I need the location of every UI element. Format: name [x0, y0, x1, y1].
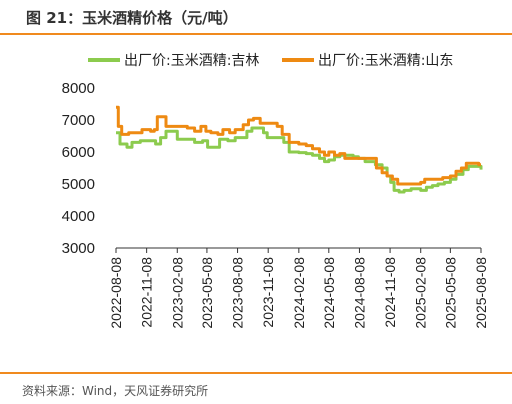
- y-tick-label: 5000: [62, 176, 95, 193]
- source-note: 资料来源：Wind，天风证券研究所: [22, 384, 209, 398]
- line-chart: 出厂价:玉米酒精:吉林 出厂价:玉米酒精:山东 3000 4000 5000 6000 7…: [62, 53, 489, 329]
- title-bar: 图 21：玉米酒精价格（元/吨）: [0, 0, 512, 32]
- x-tick-label: 2023-11-08: [260, 257, 276, 328]
- legend-label: 出厂价:玉米酒精:山东: [318, 53, 453, 69]
- x-tick-label: 2024-11-08: [382, 257, 398, 328]
- x-tick-label: 2023-05-08: [199, 257, 215, 329]
- x-tick-label: 2025-05-08: [442, 257, 458, 329]
- x-tick-label: 2022-08-08: [108, 257, 124, 329]
- x-tick-label: 2022-11-08: [139, 257, 155, 328]
- x-tick-label: 2023-08-08: [230, 257, 246, 329]
- x-tick-label: 2025-02-08: [413, 257, 429, 329]
- y-tick-label: 6000: [62, 144, 95, 161]
- bottom-rule: [0, 372, 512, 374]
- y-tick-label: 8000: [62, 80, 95, 97]
- x-tick-label: 2024-08-08: [351, 257, 367, 329]
- legend-label: 出厂价:玉米酒精:吉林: [124, 53, 259, 69]
- plot-lines: [116, 105, 483, 194]
- y-tick-label: 3000: [62, 240, 95, 257]
- x-tick-label: 2024-02-08: [291, 257, 307, 329]
- x-tick-label: 2024-05-08: [321, 257, 337, 329]
- y-axis: 3000 4000 5000 6000 7000 8000: [62, 80, 95, 257]
- x-axis: 2022-08-08 2022-11-08 2023-02-08 2023-05-08…: [108, 247, 489, 329]
- y-tick-label: 7000: [62, 112, 95, 129]
- x-tick-label: 2025-08-08: [473, 257, 489, 329]
- top-rule: [0, 33, 512, 35]
- series-line-jilin: [116, 126, 483, 194]
- figure-title: 图 21：玉米酒精价格（元/吨）: [26, 9, 238, 27]
- series-line-shandong: [116, 105, 481, 186]
- legend: 出厂价:玉米酒精:吉林 出厂价:玉米酒精:山东: [88, 53, 453, 69]
- x-tick-label: 2023-02-08: [169, 257, 185, 329]
- y-tick-label: 4000: [62, 208, 95, 225]
